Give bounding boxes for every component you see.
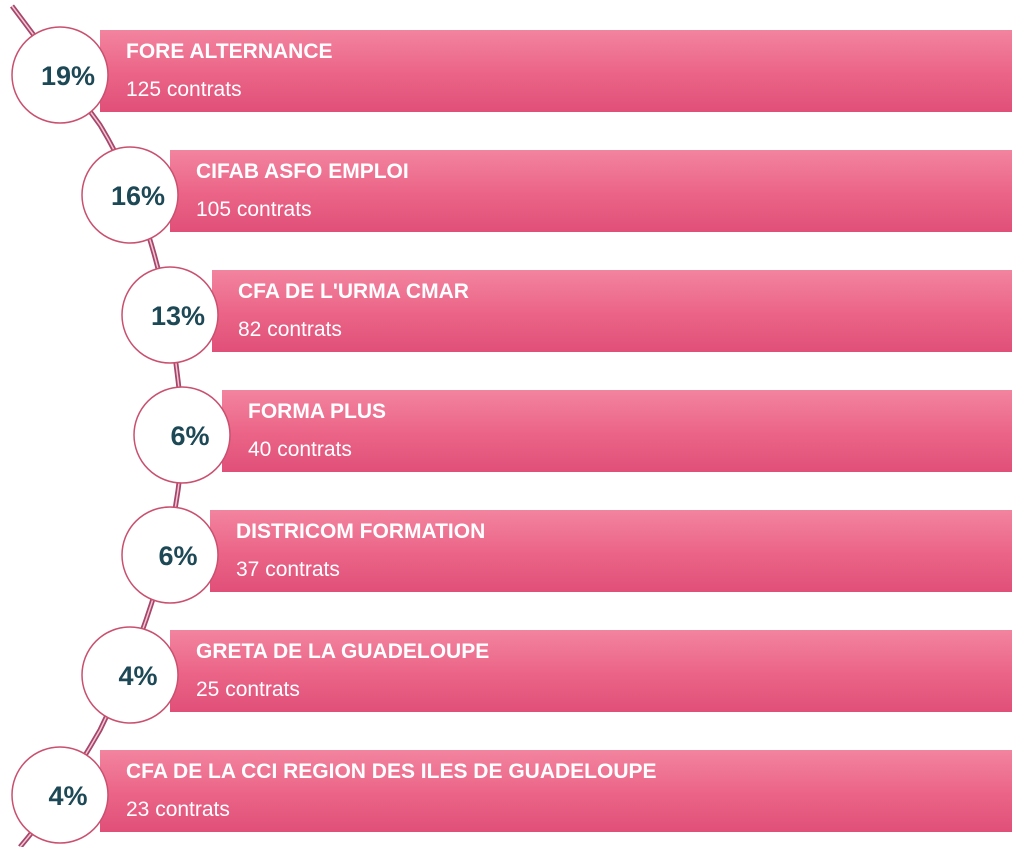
- item-contracts: 40 contrats: [248, 438, 352, 461]
- bars: FORE ALTERNANCE 125 contrats CIFAB ASFO EM…: [100, 30, 1012, 832]
- item-percent: 6%: [158, 541, 197, 571]
- item-contracts: 25 contrats: [196, 678, 300, 701]
- nodes: 19% 16% 13% 6% 6% 4% 4%: [11, 26, 231, 844]
- item-name: FORE ALTERNANCE: [126, 40, 333, 63]
- node-circle: [121, 506, 219, 604]
- item-contracts: 82 contrats: [238, 318, 342, 341]
- bar: [100, 750, 1012, 832]
- node-circle: [121, 266, 219, 364]
- item-percent: 4%: [48, 781, 87, 811]
- bar: [212, 270, 1012, 352]
- item-name: GRETA DE LA GUADELOUPE: [196, 640, 489, 663]
- item-name: CIFAB ASFO EMPLOI: [196, 160, 409, 183]
- bar: [222, 390, 1012, 472]
- item-contracts: 23 contrats: [126, 798, 230, 821]
- item-percent: 4%: [118, 661, 157, 691]
- bar: [210, 510, 1012, 592]
- item-name: CFA DE L'URMA CMAR: [238, 280, 469, 303]
- node-circle: [81, 626, 179, 724]
- item-name: FORMA PLUS: [248, 400, 386, 423]
- item-name: DISTRICOM FORMATION: [236, 520, 485, 543]
- item-percent: 19%: [41, 61, 95, 91]
- item-contracts: 37 contrats: [236, 558, 340, 581]
- node-circle: [11, 26, 109, 124]
- item-name: CFA DE LA CCI REGION DES ILES DE GUADELO…: [126, 760, 657, 783]
- node-circle: [81, 146, 179, 244]
- item-percent: 6%: [170, 421, 209, 451]
- item-percent: 16%: [111, 181, 165, 211]
- node-circle: [11, 746, 109, 844]
- item-percent: 13%: [151, 301, 205, 331]
- bar: [100, 30, 1012, 112]
- bar: [170, 150, 1012, 232]
- bar: [170, 630, 1012, 712]
- item-contracts: 105 contrats: [196, 198, 312, 221]
- item-contracts: 125 contrats: [126, 78, 242, 101]
- node-circle: [133, 386, 231, 484]
